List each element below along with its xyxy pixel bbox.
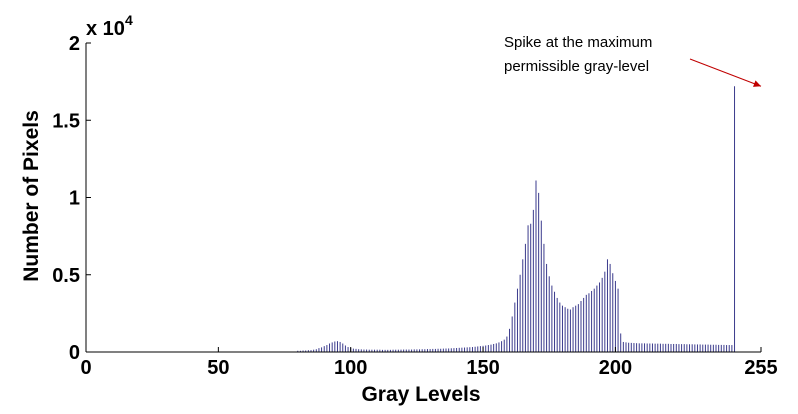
- y-axis-title: Number of Pixels: [20, 110, 43, 282]
- x-tick-label: 200: [599, 357, 632, 379]
- y-tick-label: 1.5: [52, 110, 80, 132]
- annotation-arrow: [689, 58, 762, 87]
- y-tick-label: 2: [69, 33, 80, 55]
- y-tick-label: 0.5: [52, 265, 80, 287]
- y-scale-base: x 10: [86, 18, 125, 40]
- x-tick-label: 50: [207, 357, 229, 379]
- annotation-line-2: permissible gray-level: [504, 58, 649, 75]
- y-tick-label: 1: [69, 188, 80, 210]
- annotation-arrow-head: [753, 80, 761, 87]
- y-tick-label: 0: [69, 342, 80, 364]
- x-tick-label: 100: [334, 357, 367, 379]
- x-tick-label: 0: [80, 357, 91, 379]
- x-axis-title: Gray Levels: [361, 383, 480, 406]
- histogram-bars: [297, 86, 736, 352]
- x-tick-label: 255: [744, 357, 777, 379]
- axes: [85, 42, 762, 353]
- x-tick-label: 150: [466, 357, 499, 379]
- tick-labels: 0 50 100 150 200 255 0 0.5 1 1.5 2: [52, 33, 778, 379]
- y-scale-exponent: 4: [125, 12, 133, 28]
- y-scale-label: x 104: [86, 12, 133, 40]
- annotation-line-1: Spike at the maximum: [504, 34, 652, 51]
- annotation-arrow-shaft: [689, 58, 762, 87]
